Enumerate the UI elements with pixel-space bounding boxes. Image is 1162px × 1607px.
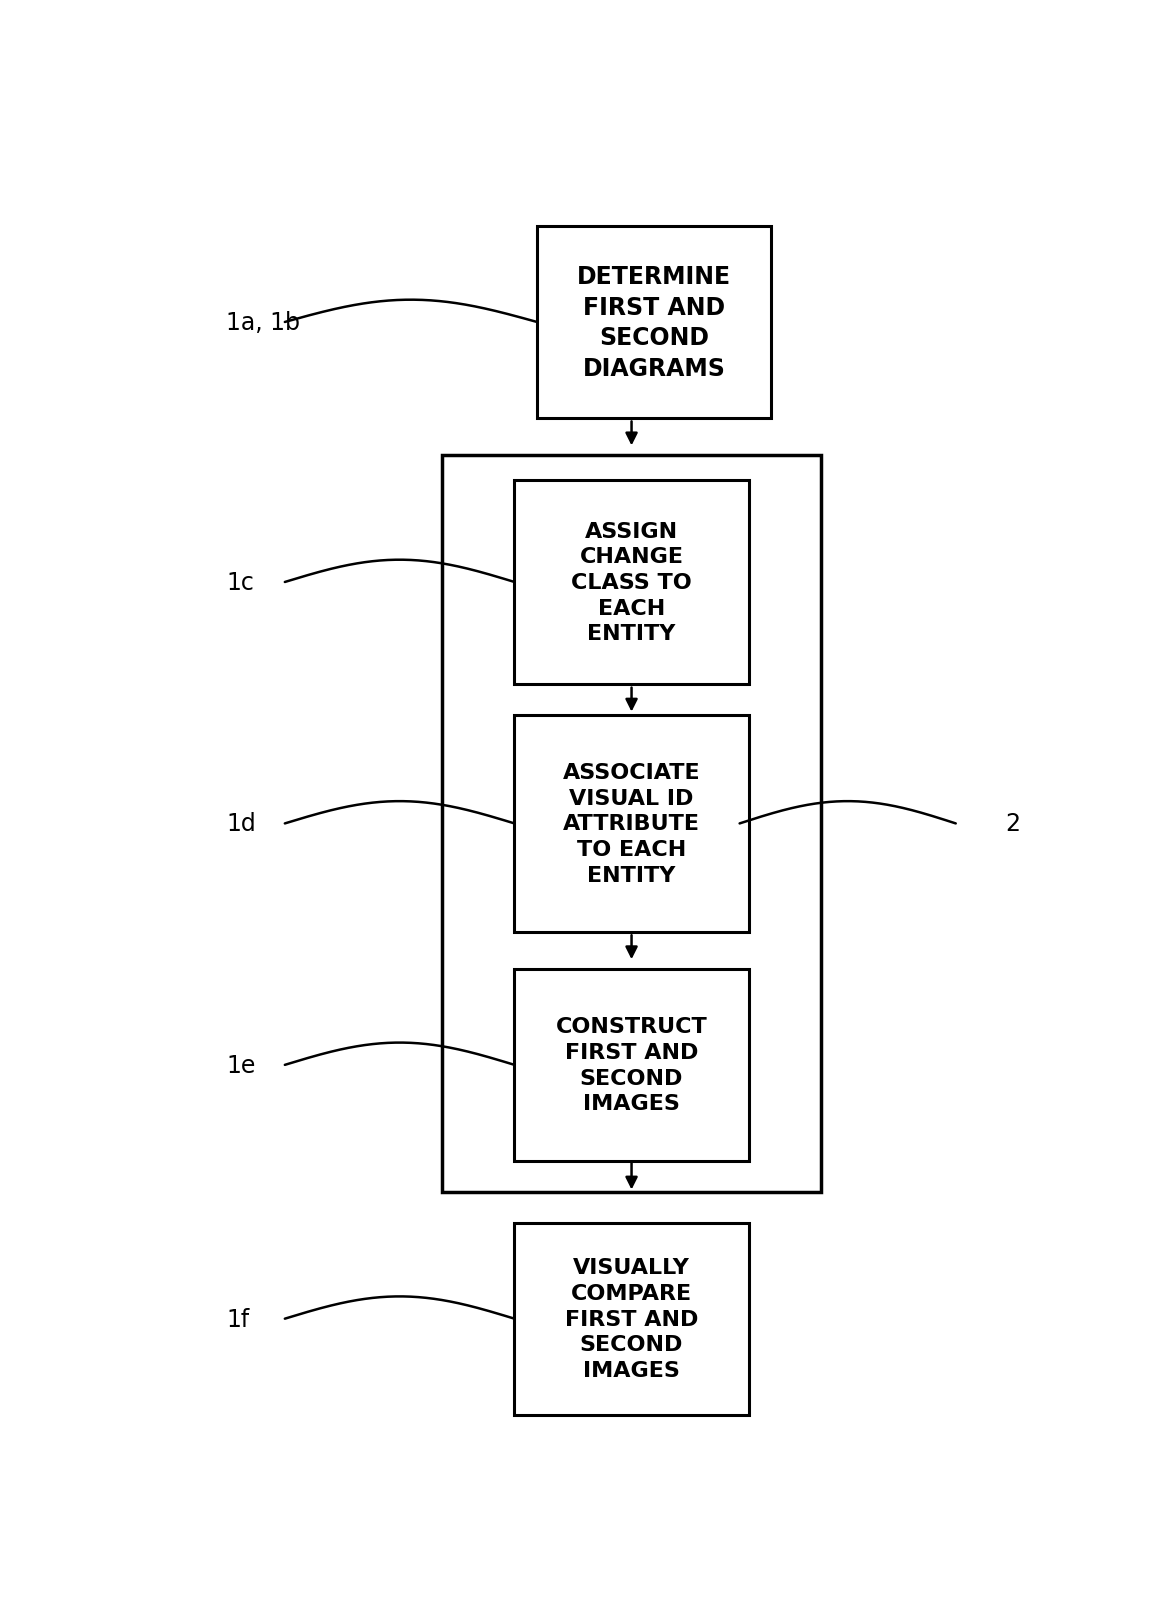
Text: DETERMINE
FIRST AND
SECOND
DIAGRAMS: DETERMINE FIRST AND SECOND DIAGRAMS <box>578 265 731 381</box>
Text: 1a, 1b: 1a, 1b <box>227 310 300 334</box>
Text: 1c: 1c <box>227 570 254 595</box>
Text: 2: 2 <box>1005 812 1020 836</box>
Bar <box>537 227 772 419</box>
Text: 1e: 1e <box>227 1053 256 1077</box>
Text: ASSOCIATE
VISUAL ID
ATTRIBUTE
TO EACH
ENTITY: ASSOCIATE VISUAL ID ATTRIBUTE TO EACH EN… <box>562 763 701 885</box>
Bar <box>515 480 748 685</box>
Text: 1d: 1d <box>227 812 256 836</box>
Bar <box>443 456 820 1192</box>
Text: CONSTRUCT
FIRST AND
SECOND
IMAGES: CONSTRUCT FIRST AND SECOND IMAGES <box>555 1017 708 1114</box>
Bar <box>515 715 748 932</box>
Text: ASSIGN
CHANGE
CLASS TO
EACH
ENTITY: ASSIGN CHANGE CLASS TO EACH ENTITY <box>572 521 691 644</box>
Bar <box>515 1223 748 1414</box>
Bar <box>515 969 748 1162</box>
Text: VISUALLY
COMPARE
FIRST AND
SECOND
IMAGES: VISUALLY COMPARE FIRST AND SECOND IMAGES <box>565 1258 698 1380</box>
Text: 1f: 1f <box>227 1306 250 1331</box>
